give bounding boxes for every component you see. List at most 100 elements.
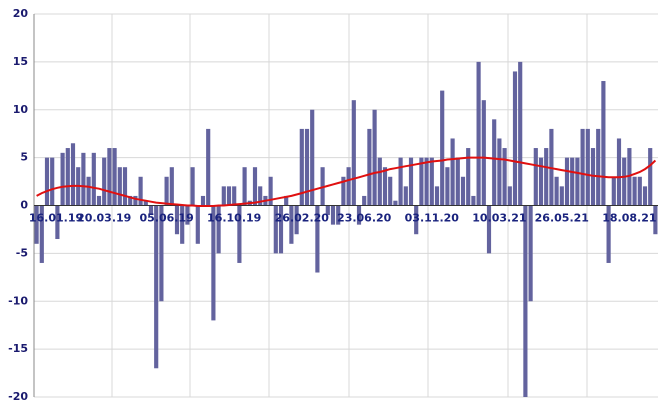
bar xyxy=(460,176,466,206)
bar xyxy=(424,157,429,206)
bar xyxy=(159,205,164,302)
bar xyxy=(200,195,206,206)
bar xyxy=(377,157,382,206)
bar xyxy=(351,100,356,206)
bar xyxy=(315,205,320,273)
y-tick-label: 10 xyxy=(13,103,29,116)
bar xyxy=(481,100,486,206)
bar xyxy=(185,205,190,225)
bar xyxy=(622,157,627,206)
bar xyxy=(497,138,502,206)
bar xyxy=(55,205,60,240)
bar xyxy=(419,157,424,206)
bar xyxy=(486,205,492,254)
bar xyxy=(606,205,611,263)
bar xyxy=(39,205,44,263)
x-tick-label: 03.11.20 xyxy=(405,212,460,225)
bar xyxy=(372,109,377,206)
bar xyxy=(330,205,336,225)
bar xyxy=(445,167,450,206)
bar xyxy=(356,205,362,225)
bar xyxy=(325,205,330,216)
bar xyxy=(559,186,564,206)
bar xyxy=(434,186,440,206)
bar xyxy=(242,167,247,206)
bar xyxy=(564,157,570,206)
y-tick-label: 5 xyxy=(20,151,28,164)
bar xyxy=(632,176,637,206)
bar xyxy=(117,167,122,206)
bar xyxy=(133,195,138,206)
bar xyxy=(252,167,258,206)
bar xyxy=(476,61,481,206)
bar xyxy=(112,148,117,206)
bar xyxy=(538,157,544,206)
y-tick-label: -10 xyxy=(8,294,28,307)
bar xyxy=(138,176,143,206)
bar xyxy=(471,195,476,206)
x-tick-label: 26.02.20 xyxy=(275,212,330,225)
bar xyxy=(310,109,315,206)
bar xyxy=(570,157,575,206)
y-tick-label: 0 xyxy=(20,199,28,212)
bar xyxy=(34,205,39,244)
bar xyxy=(367,128,372,206)
bar xyxy=(65,148,70,206)
bar xyxy=(544,148,549,206)
bar xyxy=(148,205,154,216)
bar xyxy=(164,176,169,206)
bar xyxy=(211,205,216,321)
bar xyxy=(299,128,304,206)
bar xyxy=(304,128,310,206)
bar xyxy=(107,148,112,206)
bar xyxy=(216,205,221,254)
bar xyxy=(616,138,622,206)
x-tick-label: 23.06.20 xyxy=(337,212,392,225)
bar xyxy=(91,152,96,206)
bar xyxy=(362,195,367,206)
bar xyxy=(336,205,341,225)
bar xyxy=(528,205,533,302)
bar xyxy=(258,186,263,206)
bar xyxy=(429,157,434,206)
bar xyxy=(455,157,460,206)
bar xyxy=(128,195,133,206)
x-tick-label: 26.05.21 xyxy=(535,212,589,225)
bar xyxy=(226,186,232,206)
bar xyxy=(440,90,445,206)
bar xyxy=(81,152,86,206)
bar xyxy=(580,128,585,206)
y-tick-label: 15 xyxy=(13,55,28,68)
bar xyxy=(492,119,497,206)
trend-line xyxy=(36,156,657,207)
bar xyxy=(393,200,398,206)
bar xyxy=(575,157,580,206)
x-tick-label: 18.08.21 xyxy=(602,212,656,225)
bar xyxy=(611,176,616,206)
bar xyxy=(554,176,559,206)
y-tick-label: 20 xyxy=(13,7,29,20)
y-tick-label: -15 xyxy=(8,342,28,355)
bar xyxy=(414,205,419,235)
bar xyxy=(596,128,601,206)
bar xyxy=(398,157,403,206)
y-tick-label: -5 xyxy=(16,246,28,259)
bar xyxy=(221,186,226,206)
bar xyxy=(518,61,523,206)
bar xyxy=(512,71,518,206)
bar xyxy=(143,200,148,206)
bar xyxy=(382,167,388,206)
bar xyxy=(102,157,107,206)
bar xyxy=(341,176,346,206)
bar xyxy=(122,167,128,206)
bar xyxy=(637,176,642,206)
bar xyxy=(154,205,159,369)
bar xyxy=(180,205,185,244)
bar xyxy=(237,205,242,263)
bar xyxy=(294,205,299,235)
bar xyxy=(278,205,284,254)
bar xyxy=(408,157,414,206)
bar xyxy=(169,167,174,206)
bar xyxy=(585,128,590,206)
